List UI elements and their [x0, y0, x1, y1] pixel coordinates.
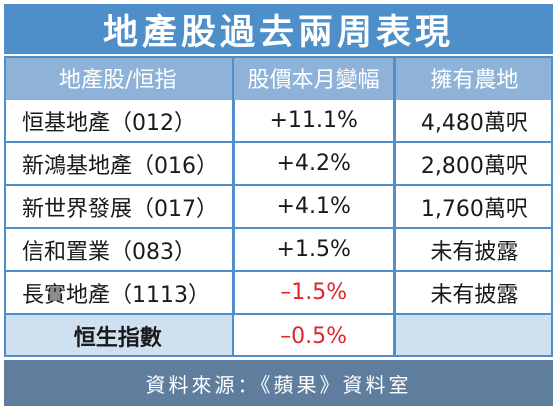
price-change: +4.2%	[276, 151, 351, 176]
table-body: 恒基地產（012） +11.1% 4,480萬呎 新鴻基地產（016） +4.2…	[4, 100, 553, 315]
column-divider	[392, 56, 396, 100]
header-stock: 地產股/恒指	[59, 68, 177, 93]
index-land	[396, 315, 553, 357]
stock-name: 信和置業（083）	[22, 239, 196, 265]
table-row: 新鴻基地產（016） +4.2% 2,800萬呎	[4, 143, 553, 186]
column-divider	[231, 272, 235, 313]
source-footer: 資料來源：《蘋果》資料室	[4, 360, 553, 406]
index-change: –0.5%	[234, 315, 393, 357]
header-change: 股價本月變幅	[247, 68, 380, 93]
price-change: +11.1%	[269, 108, 358, 133]
price-change: +1.5%	[276, 237, 351, 262]
header-row: 地產股/恒指 股價本月變幅 擁有農地	[4, 56, 553, 100]
column-divider	[392, 229, 396, 270]
stock-name: 新鴻基地產（016）	[22, 153, 218, 179]
farmland: 1,760萬呎	[420, 196, 528, 222]
stock-name: 長實地產（1113）	[22, 282, 210, 308]
column-divider	[231, 56, 235, 100]
column-divider	[392, 100, 396, 141]
price-change: +4.1%	[276, 194, 351, 219]
farmland: 4,480萬呎	[420, 110, 528, 136]
stock-name: 恒基地產（012）	[22, 110, 196, 136]
header-land: 擁有農地	[430, 68, 519, 93]
column-divider	[392, 143, 396, 184]
stock-name: 新世界發展（017）	[22, 196, 218, 222]
column-divider	[392, 315, 396, 357]
table-title: 地產股過去兩周表現	[4, 4, 553, 54]
table-row: 新世界發展（017） +4.1% 1,760萬呎	[4, 186, 553, 229]
column-divider	[231, 229, 235, 270]
table-row: 信和置業（083） +1.5% 未有披露	[4, 229, 553, 272]
column-divider	[231, 143, 235, 184]
column-divider	[231, 100, 235, 141]
index-name: 恒生指數	[73, 326, 162, 351]
farmland: 未有披露	[430, 239, 519, 265]
price-change: –1.5%	[280, 280, 348, 305]
index-row: 恒生指數 –0.5%	[4, 315, 553, 357]
column-divider	[392, 272, 396, 313]
farmland: 未有披露	[430, 282, 519, 308]
table-row: 恒基地產（012） +11.1% 4,480萬呎	[4, 100, 553, 143]
column-divider	[231, 186, 235, 227]
farmland: 2,800萬呎	[420, 153, 528, 179]
table-row: 長實地產（1113） –1.5% 未有披露	[4, 272, 553, 315]
column-divider	[392, 186, 396, 227]
column-divider	[231, 315, 235, 357]
